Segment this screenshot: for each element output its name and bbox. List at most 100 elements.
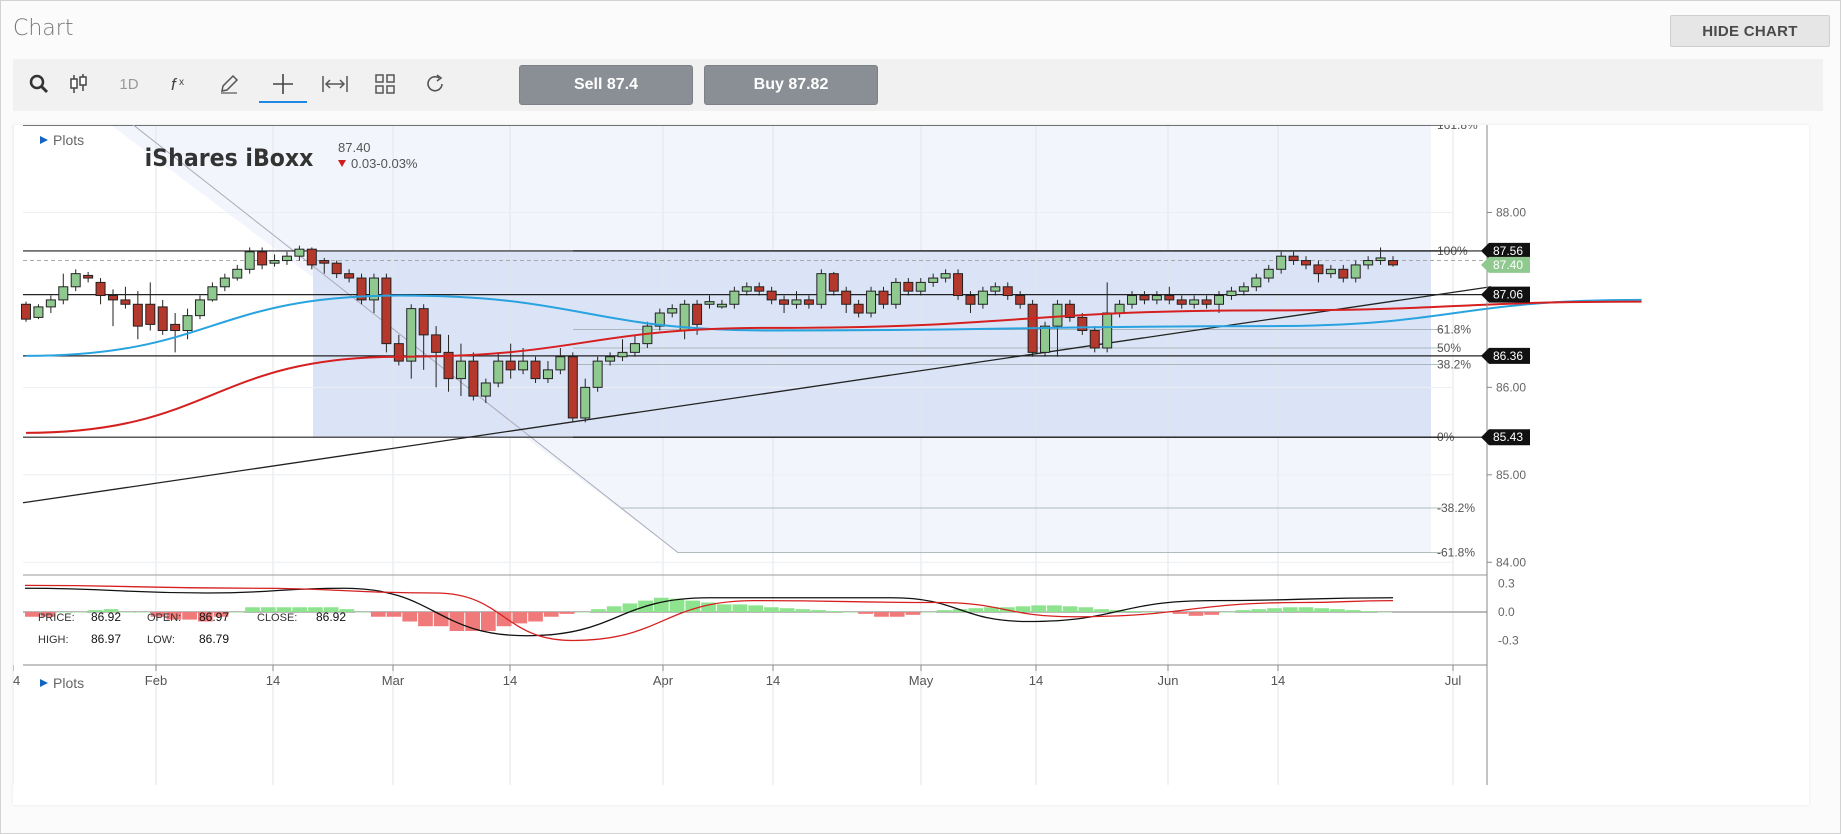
candle-27[interactable] bbox=[356, 273, 367, 305]
candle-42[interactable] bbox=[542, 361, 553, 383]
candle-72[interactable] bbox=[915, 278, 926, 296]
candle-44[interactable] bbox=[567, 352, 578, 423]
candle-40[interactable] bbox=[518, 348, 529, 375]
buy-button[interactable]: Buy 87.82 bbox=[704, 65, 878, 105]
candle-102[interactable] bbox=[1288, 251, 1299, 265]
candle-48[interactable] bbox=[617, 339, 628, 362]
layout-grid-icon[interactable] bbox=[365, 67, 405, 101]
candle-7[interactable] bbox=[107, 289, 118, 327]
candle-24[interactable] bbox=[319, 257, 330, 274]
candle-84[interactable] bbox=[1064, 299, 1075, 322]
candle-86[interactable] bbox=[1089, 326, 1100, 353]
candle-85[interactable] bbox=[1077, 313, 1088, 335]
candle-38[interactable] bbox=[493, 352, 504, 388]
candle-73[interactable] bbox=[928, 273, 939, 287]
candle-77[interactable] bbox=[977, 286, 988, 309]
candle-25[interactable] bbox=[331, 260, 342, 279]
crosshair-icon[interactable] bbox=[259, 67, 307, 103]
candle-89[interactable] bbox=[1127, 291, 1138, 309]
sell-button[interactable]: Sell 87.4 bbox=[519, 65, 693, 105]
osc-plots-label[interactable]: Plots bbox=[53, 675, 84, 691]
candle-34[interactable] bbox=[443, 334, 454, 392]
candle-35[interactable] bbox=[455, 343, 466, 397]
candle-75[interactable] bbox=[953, 269, 964, 300]
pencil-icon[interactable] bbox=[209, 67, 249, 101]
candle-56[interactable] bbox=[716, 299, 727, 309]
candle-78[interactable] bbox=[990, 282, 1001, 296]
candle-9[interactable] bbox=[132, 291, 143, 340]
price-chart[interactable]: 161.8%100%61.8%50%38.2%0%-38.2%-61.8% 0.… bbox=[12, 108, 1809, 805]
candle-41[interactable] bbox=[530, 356, 541, 383]
candle-71[interactable] bbox=[903, 278, 914, 296]
candle-91[interactable] bbox=[1151, 291, 1162, 305]
candle-37[interactable] bbox=[480, 378, 491, 404]
candle-39[interactable] bbox=[505, 343, 516, 379]
candle-55[interactable] bbox=[704, 295, 715, 309]
fit-width-icon[interactable] bbox=[315, 67, 355, 101]
candle-57[interactable] bbox=[729, 286, 740, 309]
candle-99[interactable] bbox=[1251, 273, 1262, 292]
candle-103[interactable] bbox=[1301, 256, 1312, 270]
candle-11[interactable] bbox=[157, 299, 168, 335]
candle-20[interactable] bbox=[269, 254, 280, 267]
candle-30[interactable] bbox=[393, 334, 404, 366]
candle-97[interactable] bbox=[1226, 286, 1237, 300]
candles-icon[interactable] bbox=[59, 67, 99, 101]
candle-4[interactable] bbox=[70, 269, 81, 292]
candle-3[interactable] bbox=[58, 273, 69, 305]
candle-62[interactable] bbox=[791, 291, 802, 309]
candle-60[interactable] bbox=[766, 286, 777, 305]
candle-101[interactable] bbox=[1276, 251, 1287, 274]
candle-22[interactable] bbox=[294, 245, 305, 261]
candle-105[interactable] bbox=[1325, 264, 1336, 279]
interval-selector[interactable]: 1D bbox=[119, 75, 139, 93]
candle-107[interactable] bbox=[1350, 260, 1361, 283]
candle-12[interactable] bbox=[170, 313, 181, 353]
candle-17[interactable] bbox=[232, 264, 243, 281]
candle-21[interactable] bbox=[281, 251, 292, 265]
candle-67[interactable] bbox=[853, 299, 864, 318]
candle-106[interactable] bbox=[1338, 264, 1349, 283]
candle-69[interactable] bbox=[878, 286, 889, 309]
search-icon[interactable] bbox=[19, 67, 59, 101]
candle-5[interactable] bbox=[83, 271, 94, 283]
candle-93[interactable] bbox=[1176, 295, 1187, 309]
candle-74[interactable] bbox=[940, 269, 951, 283]
candle-43[interactable] bbox=[555, 348, 566, 375]
candle-94[interactable] bbox=[1189, 295, 1200, 309]
candle-31[interactable] bbox=[406, 304, 417, 379]
candle-79[interactable] bbox=[1002, 282, 1013, 300]
candle-70[interactable] bbox=[890, 278, 901, 309]
plots-label[interactable]: Plots bbox=[53, 132, 84, 148]
candle-16[interactable] bbox=[219, 273, 230, 292]
candle-63[interactable] bbox=[803, 295, 814, 309]
candle-65[interactable] bbox=[828, 271, 839, 296]
candle-109[interactable] bbox=[1375, 247, 1386, 265]
candle-8[interactable] bbox=[120, 286, 131, 309]
candle-80[interactable] bbox=[1015, 291, 1026, 309]
candle-104[interactable] bbox=[1313, 260, 1324, 283]
candle-26[interactable] bbox=[344, 269, 355, 283]
candle-6[interactable] bbox=[95, 278, 106, 305]
candle-61[interactable] bbox=[779, 295, 790, 314]
candle-0[interactable] bbox=[21, 301, 31, 322]
plots-triangle-icon[interactable] bbox=[40, 136, 48, 144]
candle-14[interactable] bbox=[194, 295, 205, 320]
candle-95[interactable] bbox=[1201, 295, 1212, 309]
candle-110[interactable] bbox=[1388, 256, 1398, 267]
chart-area[interactable]: 161.8% 100% 61.8% 50% 38.2% 0% -38.2% -61.8% 0.… bbox=[12, 108, 1809, 805]
candle-100[interactable] bbox=[1263, 264, 1274, 283]
candle-18[interactable] bbox=[244, 247, 255, 274]
candle-58[interactable] bbox=[741, 282, 752, 296]
candle-36[interactable] bbox=[468, 352, 479, 401]
candle-59[interactable] bbox=[754, 282, 765, 296]
osc-plots-triangle-icon[interactable] bbox=[40, 679, 48, 687]
candle-1[interactable] bbox=[33, 304, 44, 320]
candle-52[interactable] bbox=[667, 304, 678, 318]
candle-47[interactable] bbox=[605, 352, 616, 366]
candle-29[interactable] bbox=[381, 273, 392, 353]
candle-98[interactable] bbox=[1238, 282, 1249, 296]
candle-108[interactable] bbox=[1363, 256, 1374, 270]
candle-51[interactable] bbox=[654, 308, 665, 331]
